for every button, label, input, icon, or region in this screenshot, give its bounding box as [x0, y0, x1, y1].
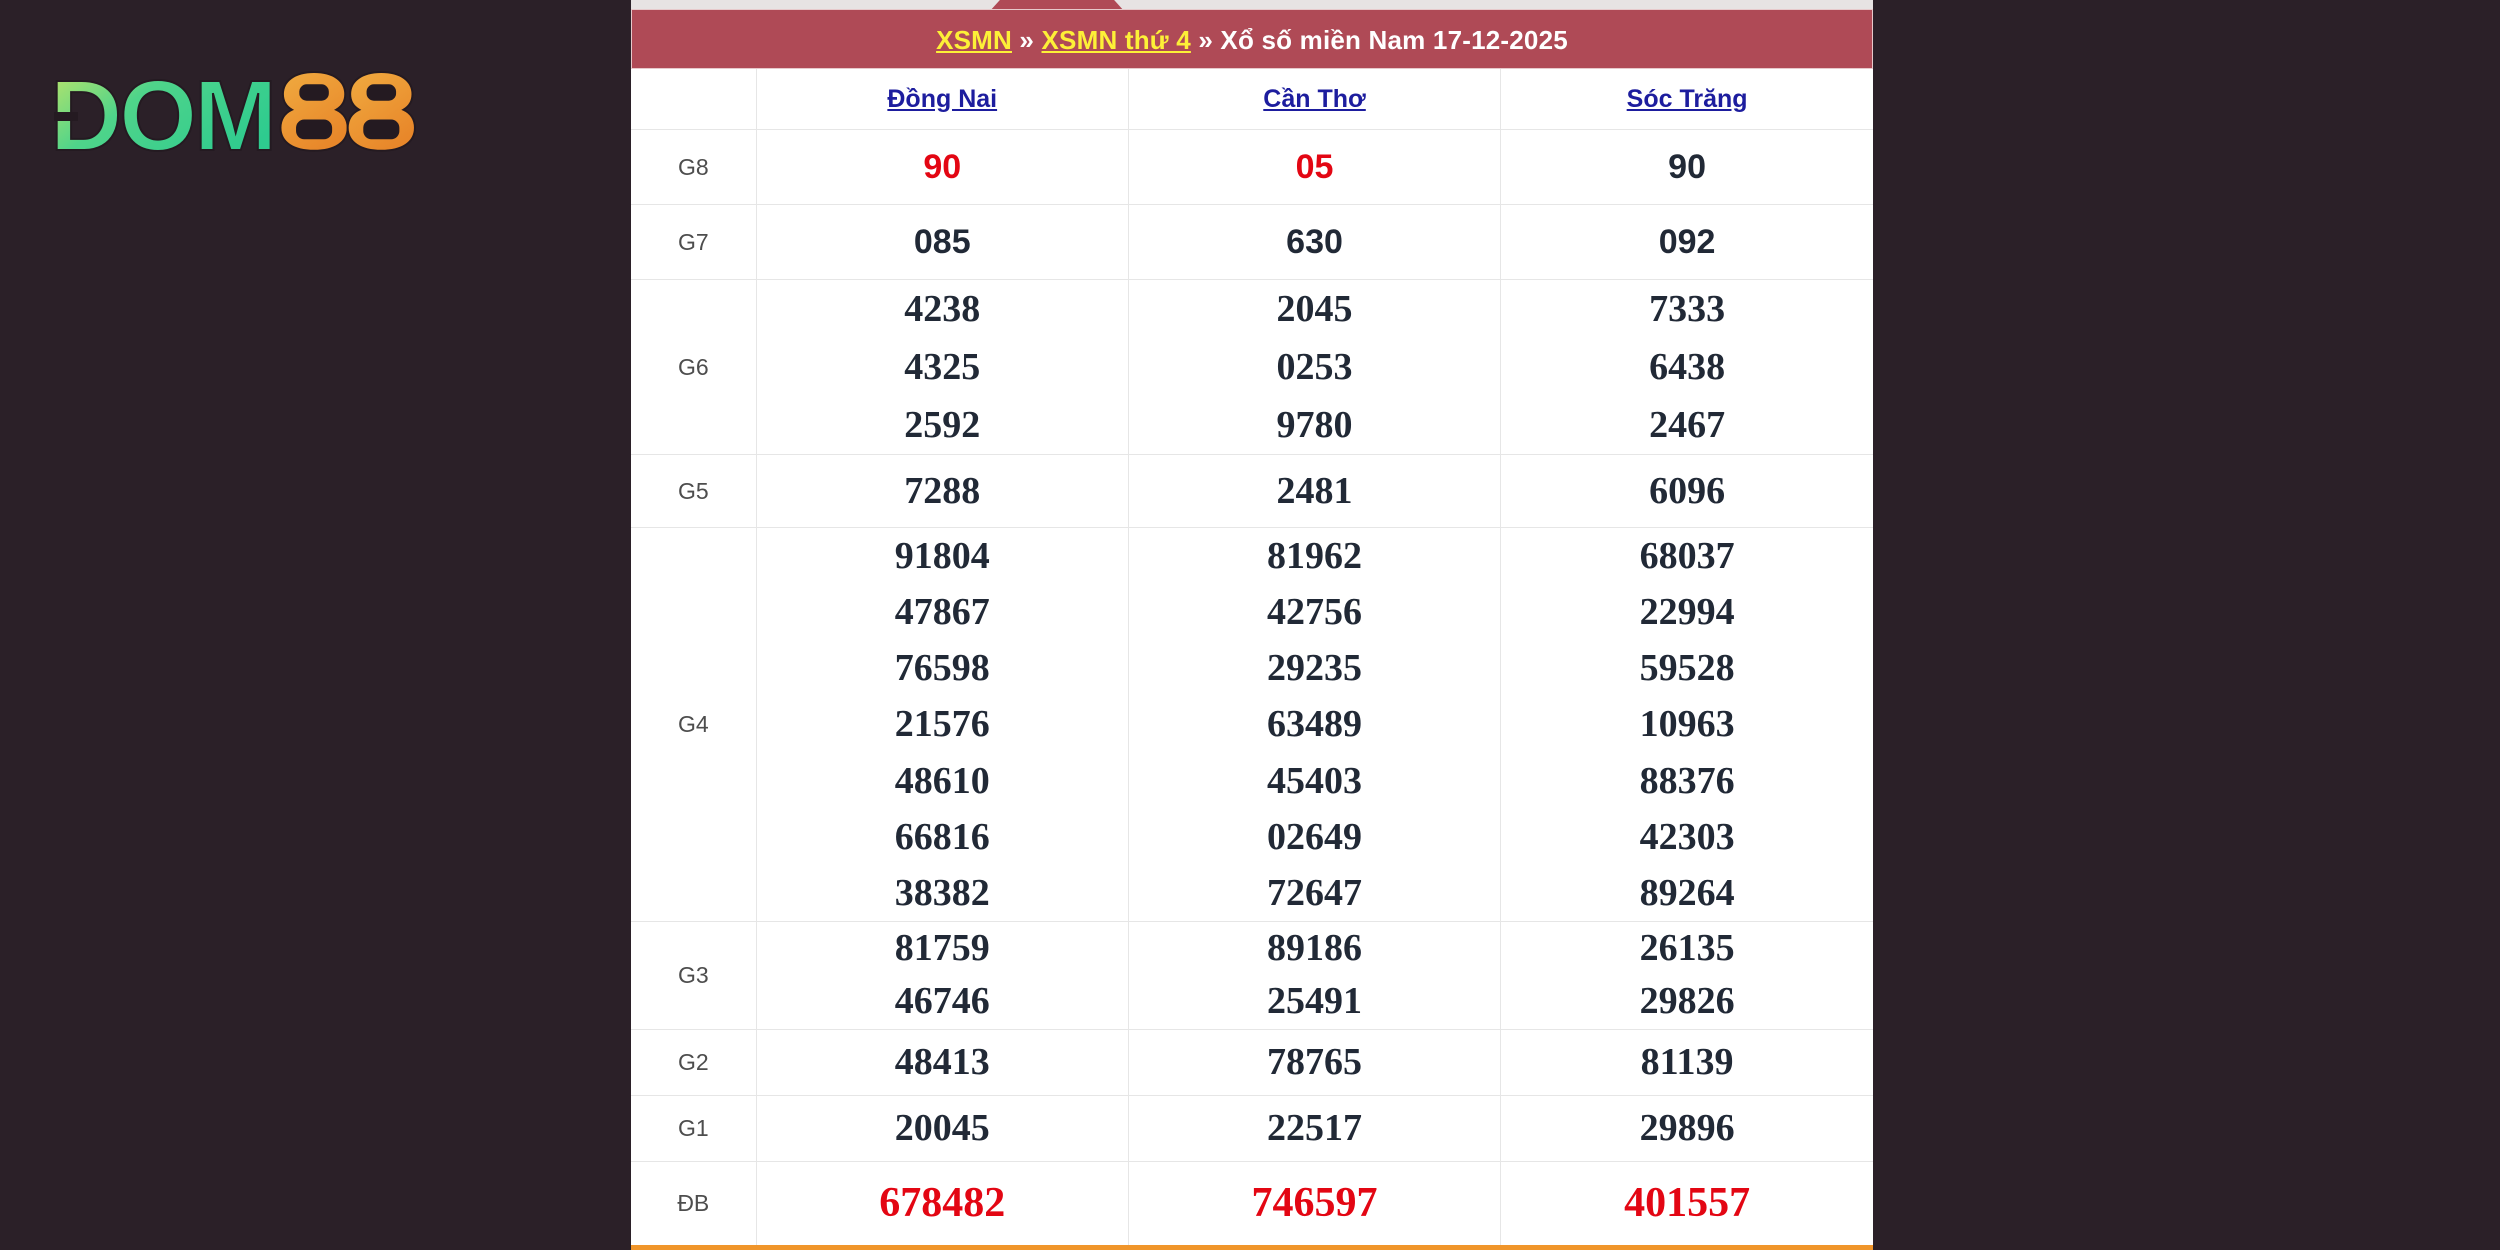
svg-text:DOM: DOM: [50, 68, 274, 168]
